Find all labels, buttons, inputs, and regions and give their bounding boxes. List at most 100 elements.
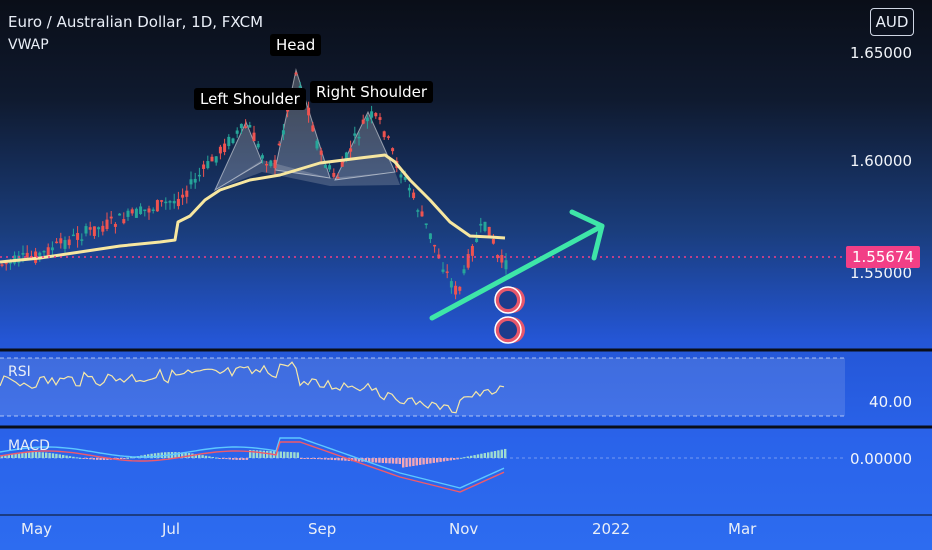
vwap-label[interactable]: VWAP — [8, 37, 49, 53]
currency-button[interactable]: AUD — [870, 8, 914, 36]
macd-histogram-bar — [306, 458, 310, 459]
candle-body — [462, 269, 466, 274]
macd-histogram-bar — [245, 458, 248, 460]
candle-body — [470, 245, 474, 256]
candle-body — [155, 200, 159, 212]
candle-body — [55, 241, 59, 244]
macd-histogram-bar — [266, 450, 269, 458]
macd-histogram-bar — [456, 458, 459, 460]
macd-histogram-bar — [473, 455, 476, 458]
candle-body — [21, 252, 25, 255]
macd-histogram-bar — [398, 458, 401, 464]
macd-histogram-bar — [106, 458, 109, 460]
candle-body — [88, 227, 92, 230]
macd-histogram-bar — [405, 458, 408, 468]
candle-body — [370, 111, 374, 118]
macd-histogram-bar — [255, 450, 259, 458]
candle-body — [92, 226, 96, 236]
candle-body — [130, 209, 134, 214]
candle-body — [391, 148, 395, 152]
candle-body — [378, 117, 382, 120]
macd-histogram-bar — [7, 454, 10, 458]
candle-body — [244, 126, 248, 128]
macd-label[interactable]: MACD — [8, 438, 50, 454]
macd-histogram-bar — [340, 458, 344, 461]
macd-histogram-bar — [459, 457, 463, 459]
candle-body — [294, 72, 298, 75]
macd-histogram-bar — [221, 458, 225, 459]
candle-body — [25, 252, 29, 258]
candle-body — [399, 174, 403, 178]
macd-signal-line — [0, 441, 505, 493]
macd-histogram-bar — [119, 458, 123, 459]
price-tick-2: 1.60000 — [849, 152, 912, 170]
macd-histogram-bar — [286, 451, 289, 458]
macd-histogram-bar — [235, 458, 238, 460]
trend-arrow-head — [569, 209, 605, 261]
candle-body — [365, 117, 369, 122]
candle-body — [428, 233, 432, 240]
candle-body — [416, 210, 420, 212]
macd-histogram-bar — [453, 458, 456, 460]
macd-histogram-bar — [476, 454, 480, 458]
time-label-sep: Sep — [308, 520, 337, 538]
candle-body — [441, 269, 445, 272]
candle-body — [50, 247, 54, 251]
candle-body — [265, 163, 269, 166]
macd-histogram-bar — [300, 458, 303, 459]
head-label: Head — [270, 34, 322, 56]
macd-histogram-bar — [232, 458, 235, 460]
macd-histogram-bar — [449, 458, 452, 461]
macd-histogram-bar — [422, 458, 425, 465]
macd-histogram-bar — [184, 452, 187, 458]
macd-histogram-bar — [317, 458, 320, 460]
rsi-label[interactable]: RSI — [8, 364, 31, 380]
macd-histogram-bar — [58, 454, 61, 458]
macd-histogram-bar — [79, 457, 82, 459]
candle-body — [164, 201, 168, 204]
macd-histogram-bar — [123, 458, 126, 459]
macd-histogram-bar — [330, 458, 333, 460]
macd-histogram-bar — [96, 458, 99, 460]
candle-body — [4, 262, 8, 265]
candle-body — [353, 133, 357, 136]
candle-body — [374, 113, 378, 117]
macd-histogram-bar — [218, 458, 221, 459]
macd-histogram-bar — [51, 453, 55, 458]
macd-histogram-bar — [432, 458, 435, 463]
candle-body — [412, 192, 416, 199]
macd-histogram-bar — [408, 458, 412, 467]
macd-histogram-bar — [177, 452, 180, 458]
macd-histogram-bar — [201, 455, 204, 458]
current-price-tag: 1.55674 — [845, 246, 920, 268]
macd-histogram-bar — [17, 452, 21, 458]
candle-body — [105, 219, 109, 229]
neckline-band — [215, 160, 400, 190]
macd-histogram-bar — [371, 458, 374, 463]
macd-histogram-bar — [55, 453, 58, 458]
candle-body — [433, 244, 437, 247]
macd-histogram-bar — [310, 458, 313, 459]
macd-histogram-bar — [24, 452, 27, 458]
candle-body — [76, 232, 80, 240]
macd-histogram-bar — [303, 458, 306, 459]
candle-body — [185, 190, 189, 197]
candle-body — [160, 200, 164, 202]
candle-body — [248, 124, 252, 128]
macd-histogram-bar — [323, 458, 327, 460]
event-flag-icon — [499, 291, 517, 309]
candle-body — [139, 206, 143, 215]
macd-histogram-bar — [68, 456, 72, 458]
macd-histogram-bar — [412, 458, 415, 466]
macd-histogram-bar — [126, 457, 129, 459]
candle-body — [256, 143, 260, 148]
candle-body — [307, 107, 311, 116]
macd-histogram-bar — [194, 453, 197, 458]
candle-body — [424, 223, 428, 226]
macd-histogram-bar — [463, 457, 466, 459]
macd-value: 0.00000 — [849, 450, 912, 468]
candle-body — [214, 156, 218, 163]
macd-histogram-bar — [385, 458, 388, 464]
candle-body — [109, 216, 113, 219]
